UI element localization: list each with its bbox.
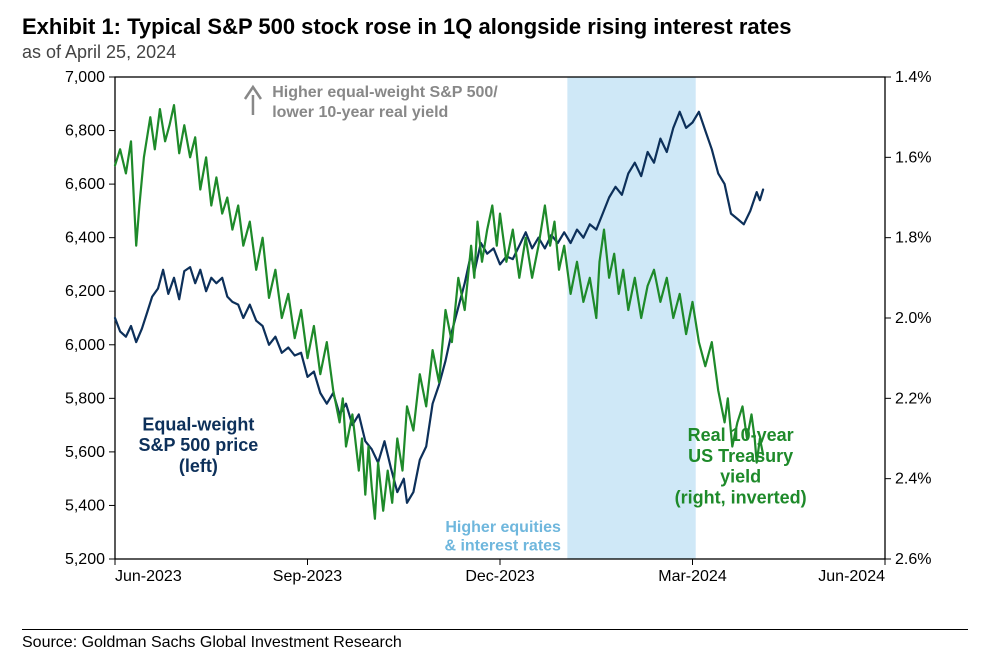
y-right-tick-label: 2.0% [895, 310, 931, 327]
y-right-tick-label: 2.6% [895, 551, 931, 568]
series-label-sp500-line: Equal-weight [142, 414, 254, 434]
annotation-arrow-text-1: Higher equal-weight S&P 500/ [272, 84, 498, 101]
dual-axis-chart: 5,200 5,400 5,600 5,800 6,000 6,200 6,400 6,600… [23, 67, 967, 607]
series-label-yield-line: Real 10-year [688, 425, 794, 445]
chart-container: 5,200 5,400 5,600 5,800 6,000 6,200 6,400 6,600… [23, 67, 967, 607]
y-right-tick-label: 2.4% [895, 471, 931, 488]
exhibit-subtitle: as of April 25, 2024 [22, 42, 968, 63]
shaded-region-label-line: Higher equities [445, 519, 561, 536]
y-left-tick-label: 6,600 [65, 176, 105, 193]
y-right-tick-label: 1.8% [895, 230, 931, 247]
series-label-yield-line: US Treasury [688, 446, 793, 466]
y-left-tick-label: 6,200 [65, 283, 105, 300]
series-label-yield-line: (right, inverted) [675, 487, 807, 507]
y-right-tick-label: 1.6% [895, 149, 931, 166]
source-text: Source: Goldman Sachs Global Investment … [22, 634, 968, 652]
y-left-tick-label: 5,800 [65, 390, 105, 407]
x-tick-label: Jun-2024 [818, 568, 885, 585]
x-tick-label: Jun-2023 [115, 568, 182, 585]
y-left-tick-label: 5,200 [65, 551, 105, 568]
y-left-tick-label: 6,000 [65, 337, 105, 354]
exhibit-title: Exhibit 1: Typical S&P 500 stock rose in… [22, 14, 968, 40]
y-left-tick-label: 7,000 [65, 69, 105, 86]
shaded-region-label-line: & interest rates [444, 538, 561, 555]
x-tick-label: Mar-2024 [658, 568, 727, 585]
x-tick-label: Dec-2023 [465, 568, 534, 585]
series-label-sp500-line: (left) [179, 456, 218, 476]
x-tick-label: Sep-2023 [273, 568, 342, 585]
source-divider [22, 629, 968, 630]
series-label-yield-line: yield [720, 467, 761, 487]
source-row: Source: Goldman Sachs Global Investment … [22, 629, 968, 652]
series-label-sp500-line: S&P 500 price [139, 435, 259, 455]
y-left-tick-label: 5,600 [65, 444, 105, 461]
annotation-arrow-text-2: lower 10-year real yield [272, 104, 448, 121]
page-root: Exhibit 1: Typical S&P 500 stock rose in… [0, 0, 990, 662]
y-left-tick-label: 6,800 [65, 123, 105, 140]
y-right-tick-label: 2.2% [895, 390, 931, 407]
y-right-tick-label: 1.4% [895, 69, 931, 86]
y-left-tick-label: 6,400 [65, 230, 105, 247]
y-left-tick-label: 5,400 [65, 497, 105, 514]
up-arrow-icon [243, 85, 263, 117]
